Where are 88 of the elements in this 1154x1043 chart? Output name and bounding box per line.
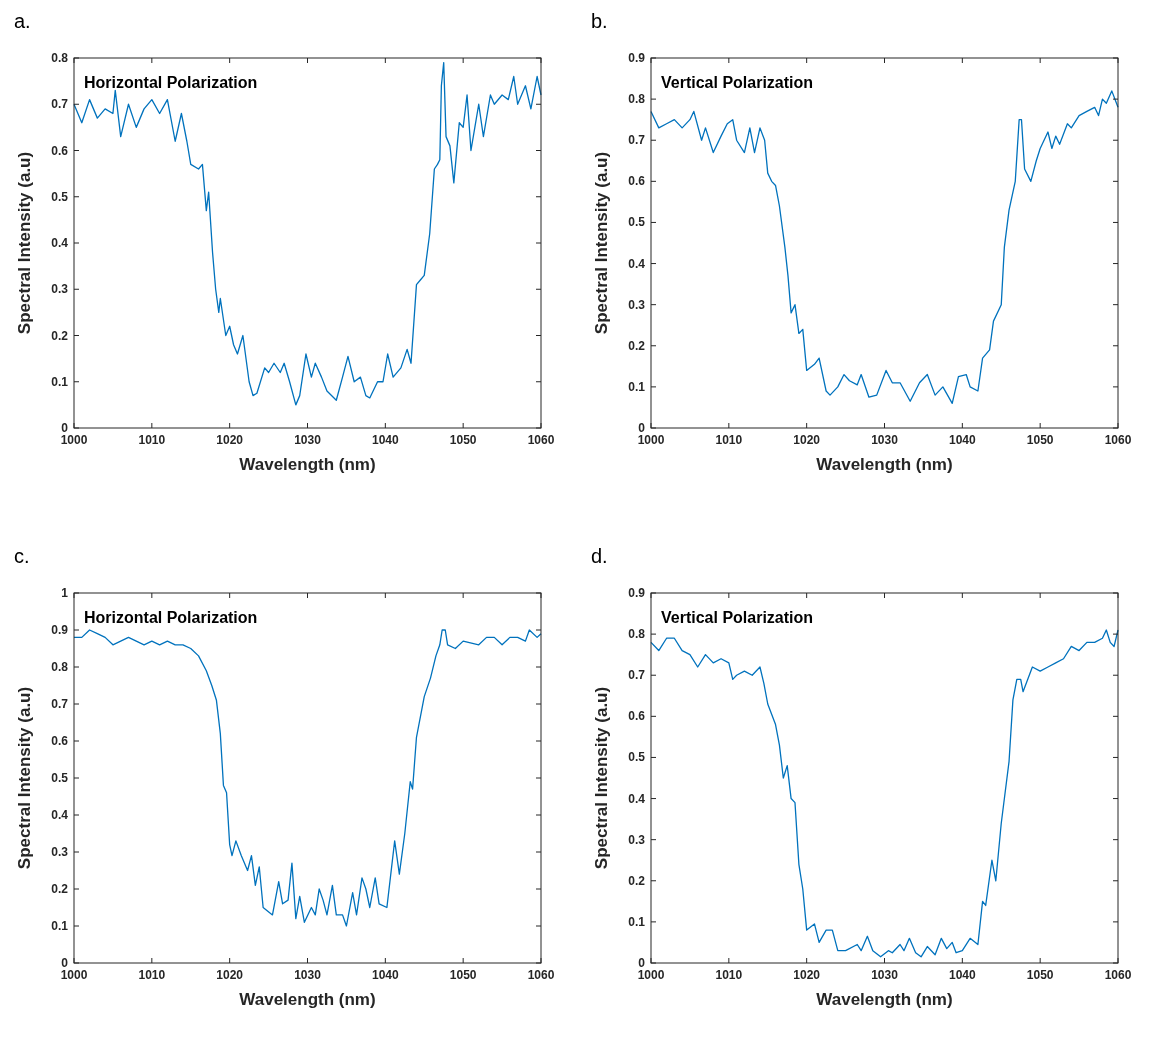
annotation: Vertical Polarization [661,609,814,626]
y-tick-label: 0.1 [51,919,69,933]
y-tick-label: 0.7 [628,133,646,148]
y-tick-label: 0 [638,956,646,970]
y-tick-label: 0.3 [51,845,69,859]
annotation: Horizontal Polarization [84,609,258,626]
y-tick-label: 0.9 [51,623,69,637]
y-tick-label: 0.5 [628,750,646,765]
y-axis-title: Spectral Intensity (a.u) [15,151,34,335]
x-tick-label: 1060 [527,433,555,447]
chart-title: d. [591,545,608,567]
line-series [650,90,1119,404]
annotation: Vertical Polarization [661,74,814,91]
y-tick-label: 0.2 [51,328,69,343]
x-tick-label: 1020 [216,968,244,982]
x-tick-label: 1060 [1104,968,1132,982]
y-tick-label: 0.4 [628,256,646,271]
x-tick-label: 1060 [527,968,555,982]
x-tick-label: 1000 [60,968,88,982]
line-series [650,629,1119,958]
x-tick-label: 1060 [1104,433,1132,447]
y-tick-label: 0.1 [51,374,69,389]
y-tick-label: 0.2 [51,882,69,896]
x-tick-label: 1020 [216,433,244,447]
y-tick-label: 0 [61,421,69,435]
x-tick-label: 1000 [60,433,88,447]
y-tick-label: 0.6 [51,734,69,748]
y-axis-title: Spectral Intensity (a.u) [15,686,34,870]
x-axis-title: Wavelength (nm) [239,990,376,1009]
x-tick-label: 1020 [793,433,821,447]
y-tick-label: 0.3 [628,832,646,847]
line-series [73,629,542,927]
line-series [73,61,542,406]
y-axis-title: Spectral Intensity (a.u) [592,686,611,870]
x-tick-label: 1040 [371,968,399,982]
x-tick-label: 1020 [793,968,821,982]
y-tick-label: 0.9 [628,586,646,600]
y-tick-label: 0.2 [628,338,646,353]
y-axis-title: Spectral Intensity (a.u) [592,151,611,335]
x-tick-label: 1000 [637,433,665,447]
x-tick-label: 1030 [871,433,899,447]
y-tick-label: 0.6 [51,143,69,158]
x-tick-label: 1050 [1026,968,1054,982]
y-tick-label: 0.7 [51,697,69,711]
y-tick-label: 0.6 [628,174,646,189]
y-tick-label: 0.3 [628,297,646,312]
x-tick-label: 1030 [871,968,899,982]
y-tick-label: 0 [61,956,69,970]
y-tick-label: 0.4 [51,808,69,822]
x-axis-title: Wavelength (nm) [816,455,953,474]
x-tick-label: 1040 [948,433,976,447]
x-tick-label: 1050 [449,968,477,982]
y-tick-label: 0.8 [51,51,69,65]
x-axis-title: Wavelength (nm) [239,455,376,474]
x-tick-label: 1010 [715,968,743,982]
y-tick-label: 0.5 [51,771,69,785]
x-tick-label: 1040 [948,968,976,982]
x-axis-title: Wavelength (nm) [816,990,953,1009]
y-tick-label: 0.4 [51,236,69,250]
y-tick-label: 0.8 [51,660,69,674]
y-tick-label: 0.8 [628,92,646,107]
x-tick-label: 1010 [138,968,166,982]
y-tick-label: 0.7 [628,668,646,683]
y-tick-label: 0.4 [628,791,646,806]
y-tick-label: 0.5 [628,215,646,230]
chart-title: b. [591,10,608,32]
x-tick-label: 1000 [637,968,665,982]
y-tick-label: 0.7 [51,97,69,112]
y-tick-label: 0.6 [628,709,646,724]
x-tick-label: 1030 [294,433,322,447]
y-tick-label: 0.9 [628,51,646,65]
chart-title: c. [14,545,30,567]
y-tick-label: 0.1 [628,914,646,929]
x-tick-label: 1030 [294,968,322,982]
y-tick-label: 1 [61,586,69,600]
annotation: Horizontal Polarization [84,74,258,91]
x-tick-label: 1050 [449,433,477,447]
chart-title: a. [14,10,31,32]
y-tick-label: 0.1 [628,379,646,394]
y-tick-label: 0.2 [628,873,646,888]
y-tick-label: 0.5 [51,189,69,204]
x-tick-label: 1010 [138,433,166,447]
y-tick-label: 0.3 [51,282,69,297]
x-tick-label: 1050 [1026,433,1054,447]
y-tick-label: 0 [638,421,646,435]
x-tick-label: 1040 [371,433,399,447]
x-tick-label: 1010 [715,433,743,447]
y-tick-label: 0.8 [628,627,646,642]
